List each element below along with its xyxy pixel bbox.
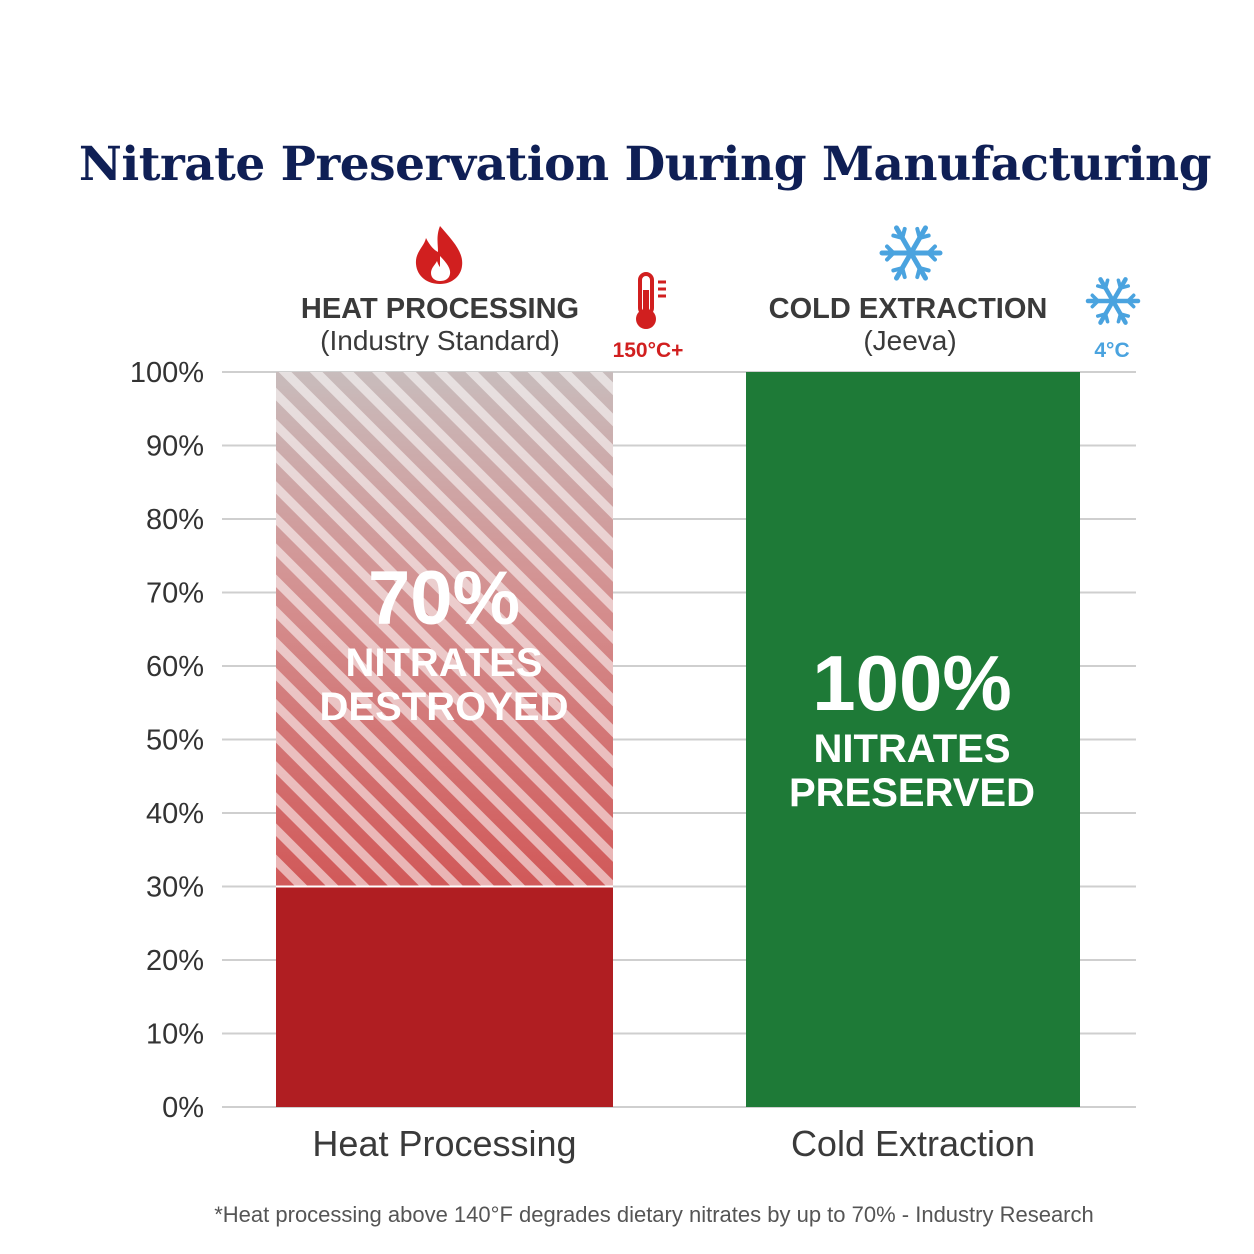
y-tick-label: 90%	[146, 431, 204, 463]
x-category-label: Heat Processing	[312, 1123, 576, 1164]
y-tick-label: 70%	[146, 578, 204, 610]
heat-bar-value: 70%	[368, 556, 520, 641]
flame-inner	[431, 256, 451, 281]
snowflake-icon	[879, 225, 943, 281]
y-tick-label: 40%	[146, 798, 204, 830]
heat-bar-retained	[276, 886, 613, 1107]
heat-bar-label: 70% NITRATES DESTROYED	[320, 556, 569, 729]
x-category-label: Cold Extraction	[791, 1123, 1035, 1164]
y-axis: 0% 10% 20% 30% 40% 50% 60% 70% 80% 90% 100%	[130, 357, 204, 1124]
snowflake-icon	[1085, 277, 1141, 325]
y-tick-label: 20%	[146, 945, 204, 977]
chart-title: Nitrate Preservation During Manufacturin…	[79, 137, 1211, 192]
cold-header: COLD EXTRACTION (Jeeva) 4°C	[769, 225, 1141, 362]
bars	[276, 372, 1080, 1107]
y-tick-label: 80%	[146, 504, 204, 536]
x-axis: Heat Processing Cold Extraction	[312, 1123, 1035, 1164]
heat-header-title: HEAT PROCESSING	[301, 293, 579, 325]
flame-icon	[415, 226, 463, 284]
y-tick-label: 30%	[146, 872, 204, 904]
heat-bar-line1: NITRATES	[345, 641, 542, 685]
cold-temp-label: 4°C	[1094, 339, 1129, 362]
cold-bar-line1: NITRATES	[813, 727, 1010, 771]
heat-bar-destroyed-hatch	[276, 372, 613, 887]
heat-header-subtitle: (Industry Standard)	[320, 325, 560, 356]
cold-bar-value: 100%	[812, 639, 1012, 727]
cold-header-subtitle: (Jeeva)	[863, 325, 956, 356]
y-tick-label: 60%	[146, 651, 204, 683]
y-tick-label: 10%	[146, 1019, 204, 1051]
cold-bar-line2: PRESERVED	[789, 771, 1035, 815]
cold-header-title: COLD EXTRACTION	[769, 293, 1048, 325]
heat-bar-line2: DESTROYED	[320, 685, 569, 729]
cold-bar-preserved	[746, 372, 1080, 1107]
y-tick-label: 50%	[146, 725, 204, 757]
footnote: *Heat processing above 140°F degrades di…	[214, 1202, 1094, 1227]
cold-bar-label: 100% NITRATES PRESERVED	[789, 639, 1035, 815]
y-tick-label: 100%	[130, 357, 204, 389]
y-tick-label: 0%	[162, 1092, 204, 1124]
thermometer-icon	[636, 272, 666, 329]
heat-temp-label: 150°C+	[613, 339, 684, 362]
heat-header: HEAT PROCESSING (Industry Standard) 150°…	[301, 226, 684, 362]
